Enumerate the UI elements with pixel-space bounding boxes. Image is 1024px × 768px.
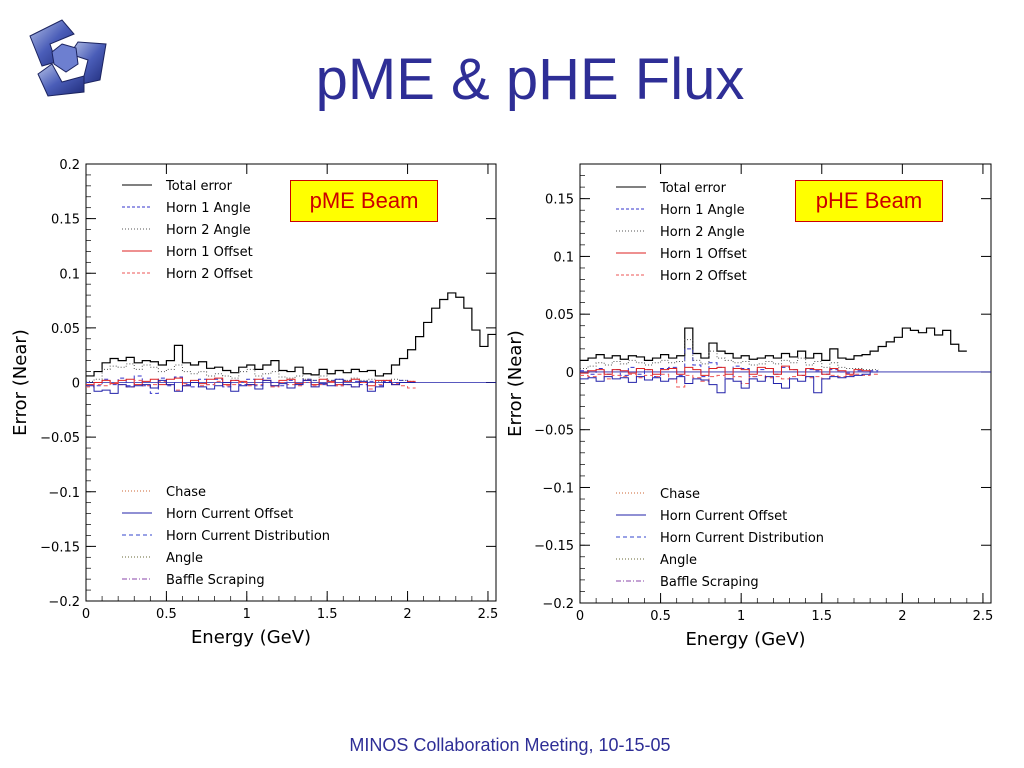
legend-bottom-entry: Horn Current Offset <box>660 509 787 524</box>
series-total-error <box>580 327 967 361</box>
y-tick-label: −0.2 <box>48 595 80 610</box>
chart-phe: 0.150.10.050−0.05−0.1−0.15−0.20 0.5 1 1.5 2 2… <box>505 163 994 650</box>
legend-top-entry: Horn 1 Angle <box>166 201 251 216</box>
y-tick-label: −0.15 <box>534 539 574 554</box>
x-tick-label: 1 <box>243 607 251 622</box>
y-tick-label: −0.1 <box>48 486 80 501</box>
series-horn-current-offset <box>580 371 879 394</box>
y-tick-label: 0.05 <box>51 322 80 337</box>
y-tick-label: 0.1 <box>553 250 574 265</box>
pme-beam-label: pME Beam <box>290 180 438 222</box>
legend-top-entry: Horn 2 Offset <box>166 267 253 282</box>
legend-bottom-entry: Horn Current Distribution <box>166 529 330 544</box>
x-tick-label: 2 <box>403 607 411 622</box>
legend-top-entry: Total error <box>165 179 233 194</box>
legend-bottom-entry: Horn Current Offset <box>166 507 293 522</box>
legend-bottom-entry: Baffle Scraping <box>660 575 759 590</box>
x-axis-label: Energy (GeV) <box>685 629 805 650</box>
legend-top-entry: Horn 2 Angle <box>166 223 251 238</box>
y-tick-label: 0 <box>72 377 80 392</box>
y-tick-label: −0.1 <box>542 481 574 496</box>
legend-bottom-entry: Chase <box>166 485 206 500</box>
y-tick-label: 0.1 <box>59 267 80 282</box>
series-total-error <box>86 292 496 377</box>
legend-bottom-entry: Chase <box>660 487 700 502</box>
y-tick-label: −0.05 <box>40 431 80 446</box>
series-horn-1-offset <box>580 365 879 376</box>
y-tick-label: 0.05 <box>545 308 574 323</box>
series-horn-2-angle <box>86 363 416 382</box>
x-tick-label: 1.5 <box>317 607 338 622</box>
legend-bottom-entry: Angle <box>660 553 697 568</box>
x-tick-label: 2 <box>898 609 906 624</box>
footer-text: MINOS Collaboration Meeting, 10-15-05 <box>349 735 671 755</box>
x-tick-label: 2.5 <box>478 607 499 622</box>
x-tick-label: 2.5 <box>973 609 994 624</box>
chart-pme: 0.20.150.10.050−0.05−0.1−0.15−0.20 0.5 1 1.… <box>10 158 499 648</box>
y-tick-label: 0.15 <box>545 193 574 208</box>
y-tick-label: 0 <box>566 366 574 381</box>
legend-bottom-entry: Angle <box>166 551 203 566</box>
series-horn-1-angle <box>86 375 416 394</box>
legend-top-entry: Horn 2 Angle <box>660 225 745 240</box>
slide-title: pME & pHE Flux <box>315 47 745 112</box>
series-horn-current-offset <box>86 378 416 394</box>
legend-bottom-entry: Horn Current Distribution <box>660 531 824 546</box>
legend-top-entry: Horn 1 Angle <box>660 203 745 218</box>
x-tick-label: 1.5 <box>811 609 832 624</box>
minos-logo-icon <box>29 19 107 97</box>
y-tick-label: 0.2 <box>59 158 80 173</box>
x-tick-label: 0 <box>576 609 584 624</box>
y-tick-label: −0.15 <box>40 540 80 555</box>
legend-top-entry: Total error <box>659 181 727 196</box>
legend-top-entry: Horn 1 Offset <box>660 247 747 262</box>
x-axis-label: Energy (GeV) <box>191 627 311 648</box>
phe-beam-label: pHE Beam <box>795 180 943 222</box>
x-tick-label: 0.5 <box>156 607 177 622</box>
legend-bottom-entry: Baffle Scraping <box>166 573 265 588</box>
y-tick-label: 0.15 <box>51 213 80 228</box>
x-tick-label: 0.5 <box>650 609 671 624</box>
series-horn-2-angle <box>580 339 879 371</box>
legend-top-entry: Horn 1 Offset <box>166 245 253 260</box>
x-tick-label: 1 <box>737 609 745 624</box>
legend-top-entry: Horn 2 Offset <box>660 269 747 284</box>
x-tick-label: 0 <box>82 607 90 622</box>
y-axis-label: Error (Near) <box>505 330 526 437</box>
y-tick-label: −0.05 <box>534 424 574 439</box>
y-tick-label: −0.2 <box>542 597 574 612</box>
y-axis-label: Error (Near) <box>10 329 31 436</box>
